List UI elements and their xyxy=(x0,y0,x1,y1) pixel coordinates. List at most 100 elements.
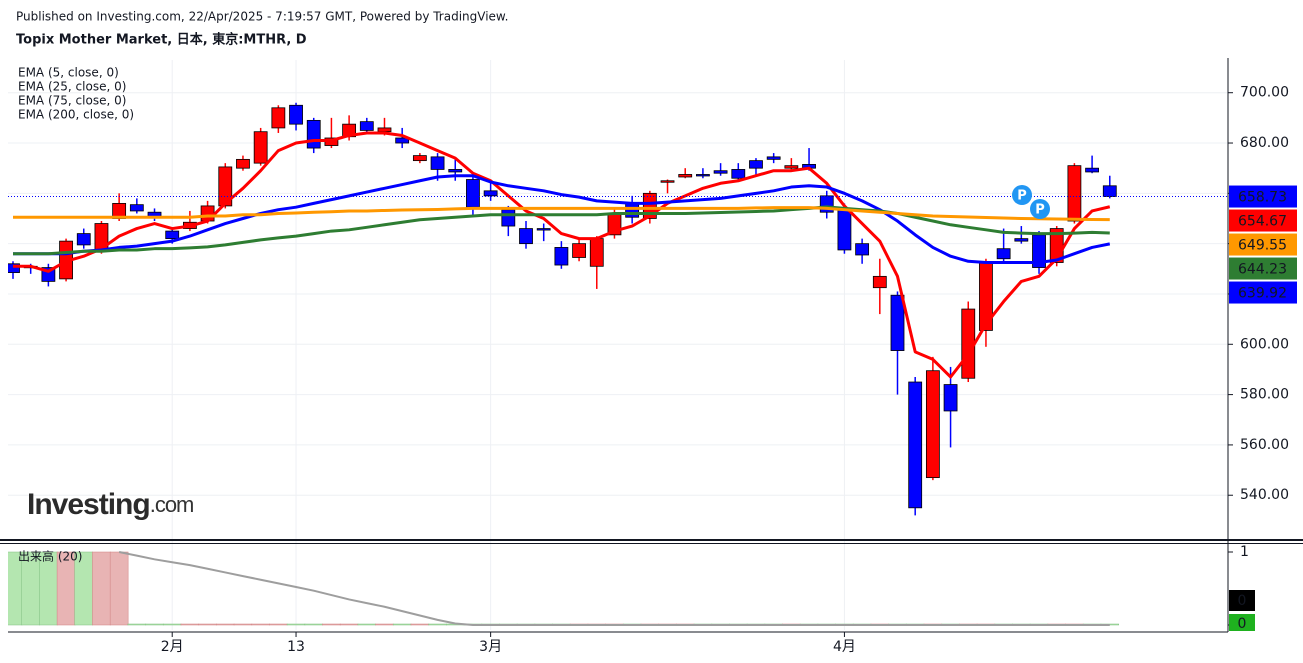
volume-tick-label: 1 xyxy=(1240,544,1249,560)
candle-body xyxy=(271,107,286,129)
candle-body xyxy=(448,169,463,173)
candle-body xyxy=(430,156,445,170)
logo-suffix: .com xyxy=(150,492,194,517)
x-tick-label: 3月 xyxy=(479,639,502,655)
ema-line xyxy=(13,131,1111,379)
candle-body xyxy=(784,165,799,169)
volume-pane xyxy=(8,551,1120,626)
ema-lines xyxy=(8,131,1228,379)
candle-body xyxy=(625,202,640,218)
candle-body xyxy=(76,233,91,246)
candle-body xyxy=(731,169,746,179)
volume-bar xyxy=(216,623,235,626)
candle-body xyxy=(466,179,480,208)
y-tick-label: 680.00 xyxy=(1240,135,1289,151)
volume-bar xyxy=(304,623,323,626)
x-tick-label: 4月 xyxy=(833,639,856,655)
value-badge-label: 658.73 xyxy=(1238,190,1287,206)
marker: P xyxy=(1012,185,1032,205)
legend-entry: EMA (200, close, 0) xyxy=(18,108,134,122)
candle-body xyxy=(589,238,604,267)
volume-bar xyxy=(410,623,430,626)
candle-body xyxy=(8,263,20,273)
legend-entry: EMA (25, close, 0) xyxy=(18,80,126,94)
candle-body xyxy=(660,180,675,183)
candle-body xyxy=(696,174,710,177)
legend-entry: EMA (75, close, 0) xyxy=(18,94,126,108)
candle-body xyxy=(236,158,250,169)
candle-body xyxy=(1067,165,1082,222)
volume-bar xyxy=(392,623,412,626)
candle-body xyxy=(519,228,533,245)
value-badge-label: 649.55 xyxy=(1238,238,1287,254)
y-tick-label: 560.00 xyxy=(1240,437,1289,453)
candle-body xyxy=(253,131,268,164)
candle-body xyxy=(749,160,763,169)
candle-body xyxy=(1102,185,1117,197)
subtitle: Published on Investing.com, 22/Apr/2025 … xyxy=(16,10,508,24)
candle-body xyxy=(218,166,233,207)
volume-title: 出来高 (20) xyxy=(18,549,82,564)
candle-body xyxy=(713,170,728,174)
candle-body xyxy=(908,381,923,509)
value-badge xyxy=(1229,257,1297,280)
volume-ma-line xyxy=(118,551,1110,626)
value-badge xyxy=(1229,281,1297,304)
value-badge xyxy=(1229,233,1297,256)
candle-body xyxy=(837,208,852,251)
marker-dot xyxy=(1030,199,1050,219)
candle-body xyxy=(165,230,180,240)
volume-bar xyxy=(92,551,111,626)
x-tick-label: 13 xyxy=(287,639,305,655)
candle-body xyxy=(289,104,303,125)
x-tick-label: 2月 xyxy=(161,639,184,655)
volume-ma-badge xyxy=(1229,590,1255,611)
volume-bar xyxy=(286,623,306,626)
logo-brand: Investing xyxy=(27,488,150,521)
candle-body xyxy=(483,190,498,197)
volume-bar xyxy=(109,551,129,626)
marker-label: P xyxy=(1035,203,1045,218)
volume-bar xyxy=(339,623,359,626)
candle-body xyxy=(572,243,586,258)
ema-line xyxy=(13,205,1110,256)
volume-bar xyxy=(198,623,217,626)
candle-body xyxy=(359,121,374,131)
volume-bar xyxy=(251,623,270,626)
candle-body xyxy=(395,137,410,144)
value-badge-label: 639.92 xyxy=(1238,286,1287,302)
volume-bar xyxy=(428,623,447,626)
volume-ma-badge-label: 0 xyxy=(1238,593,1247,609)
logo: Investing.com xyxy=(27,488,193,521)
value-badge-label: 644.23 xyxy=(1238,262,1287,278)
legend-entry: EMA (5, close, 0) xyxy=(18,66,119,80)
volume-bar xyxy=(162,623,182,626)
volume-bar xyxy=(145,623,164,626)
candle-body xyxy=(554,247,569,266)
candle-body xyxy=(872,275,887,289)
volume-bar xyxy=(375,623,394,626)
ema-line xyxy=(13,174,1111,265)
candle-body xyxy=(925,370,940,479)
y-tick-label: 600.00 xyxy=(1240,336,1289,352)
value-badge-label: 654.67 xyxy=(1238,214,1287,230)
candle-body xyxy=(1014,238,1029,242)
value-badge xyxy=(1229,185,1297,208)
candle-body xyxy=(129,204,144,212)
volume-bar xyxy=(127,623,147,626)
volume-bar xyxy=(357,623,377,626)
value-badge xyxy=(1229,209,1297,232)
candle-body xyxy=(377,127,392,133)
marker: P xyxy=(1030,199,1050,219)
chart-title: Topix Mother Market, 日本, 東京:MTHR, D xyxy=(16,32,307,48)
candle-body xyxy=(412,155,427,162)
candle-body xyxy=(678,174,693,178)
candles xyxy=(8,102,1117,516)
candle-body xyxy=(943,384,958,412)
marker-dot xyxy=(1012,185,1032,205)
candle-body xyxy=(766,156,781,160)
volume-badge-label: 0 xyxy=(1238,616,1247,632)
ema-line xyxy=(13,206,1110,222)
overlay: Investing.com P P 540.00 560.00 580.00 600.… xyxy=(0,58,1303,655)
volume-badge xyxy=(1229,614,1255,631)
